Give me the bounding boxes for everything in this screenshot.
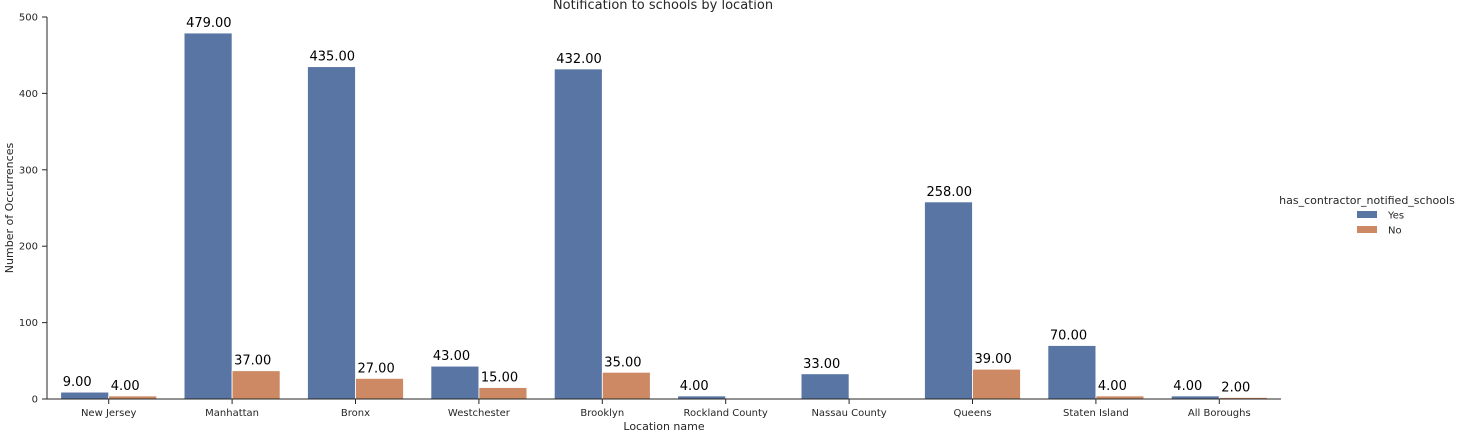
bar-no-2: [355, 377, 404, 400]
legend: has_contractor_notified_schools Yes No: [1279, 194, 1455, 237]
bar-no-7: [972, 368, 1021, 400]
bar-no-1: [231, 370, 281, 400]
axes-group: 0 100 200 300 400 500 New Jersey Manhattan Bronx…: [19, 13, 1281, 419]
legend-label-yes: Yes: [1387, 211, 1404, 222]
bar-yes-8: [1047, 345, 1097, 400]
x-tick-label: Manhattan: [205, 408, 259, 419]
data-label-no-7: 39.00: [975, 352, 1012, 367]
legend-label-no: No: [1388, 226, 1402, 237]
data-label-no-4: 35.00: [604, 355, 641, 370]
bar-yes-3: [430, 365, 480, 400]
y-tick-label: 300: [19, 165, 38, 176]
data-label-no-3: 15.00: [481, 371, 518, 386]
data-label-yes-6: 33.00: [803, 357, 840, 372]
data-labels-group: 9.00 479.00 435.00 43.00 432.00 4.00 33.00 258.…: [63, 16, 1251, 395]
data-label-no-1: 37.00: [234, 354, 271, 369]
legend-title: has_contractor_notified_schools: [1279, 194, 1455, 207]
y-tick-label: 200: [19, 242, 38, 253]
data-label-no-9: 2.00: [1221, 380, 1250, 395]
data-label-yes-9: 4.00: [1173, 379, 1202, 394]
x-tick-label: Brooklyn: [580, 408, 624, 419]
y-axis-label: Number of Occurrences: [3, 143, 16, 274]
y-tick-label: 100: [19, 318, 38, 329]
x-tick-label: Rockland County: [684, 408, 768, 419]
data-label-yes-2: 435.00: [310, 50, 356, 65]
x-tick-label: Staten Island: [1063, 408, 1129, 419]
bars-group: [60, 32, 1268, 400]
bar-yes-6: [800, 373, 850, 400]
bar-no-3: [478, 387, 528, 400]
y-tick-label: 0: [32, 395, 38, 406]
x-tick-label: New Jersey: [81, 408, 137, 419]
data-label-yes-0: 9.00: [63, 375, 92, 390]
chart-title: Notification to schools by location: [553, 0, 773, 13]
data-label-yes-7: 258.00: [927, 185, 973, 200]
y-tick-label: 500: [19, 13, 38, 24]
x-tick-label: Bronx: [341, 408, 370, 419]
bar-yes-4: [553, 68, 603, 400]
x-tick-label: Westchester: [448, 408, 511, 419]
legend-swatch-yes: [1357, 211, 1377, 218]
y-tick-label: 400: [19, 89, 38, 100]
bar-yes-1: [183, 32, 233, 400]
bar-yes-2: [307, 66, 356, 400]
bar-yes-0: [60, 391, 110, 400]
x-axis-label: Location name: [623, 420, 704, 432]
x-tick-label: All Boroughs: [1188, 408, 1251, 419]
data-label-no-8: 4.00: [1098, 379, 1127, 394]
x-tick-label: Nassau County: [811, 408, 886, 419]
data-label-yes-4: 432.00: [556, 52, 602, 67]
data-label-yes-8: 70.00: [1050, 329, 1087, 344]
data-label-yes-3: 43.00: [433, 349, 470, 364]
data-label-no-0: 4.00: [111, 379, 140, 394]
legend-swatch-no: [1357, 226, 1377, 233]
data-label-no-2: 27.00: [358, 361, 395, 376]
bar-no-4: [601, 371, 651, 400]
x-tick-label: Queens: [953, 408, 991, 419]
data-label-yes-5: 4.00: [680, 379, 709, 394]
bar-yes-7: [924, 201, 973, 400]
data-label-yes-1: 479.00: [186, 16, 232, 31]
